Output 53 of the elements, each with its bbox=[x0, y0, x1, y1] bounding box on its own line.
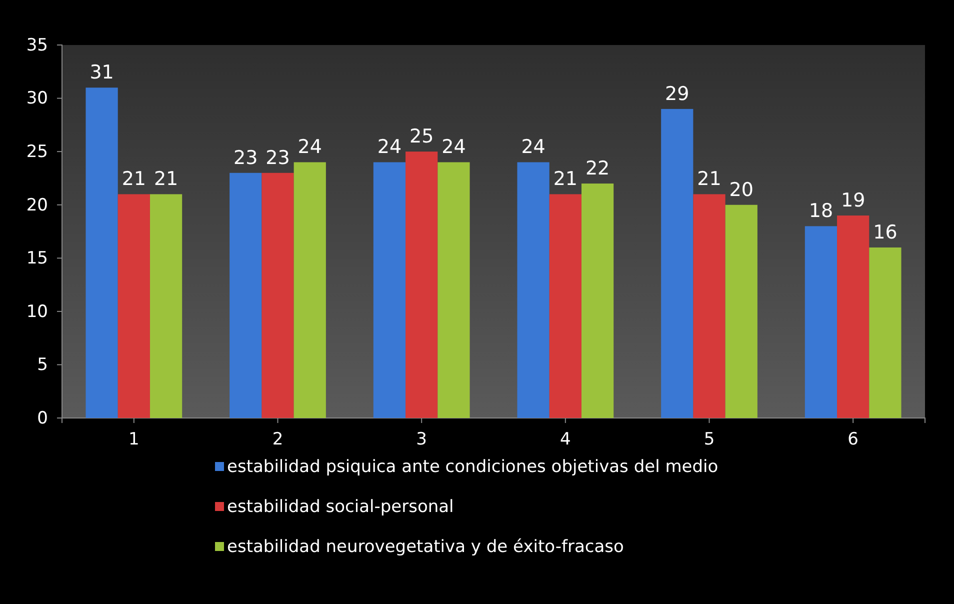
bar bbox=[725, 204, 758, 418]
y-tick-label: 30 bbox=[26, 88, 48, 109]
y-tick-label: 20 bbox=[26, 195, 48, 216]
y-tick-label: 35 bbox=[26, 35, 48, 56]
y-tick-label: 25 bbox=[26, 142, 48, 162]
data-label: 24 bbox=[298, 136, 322, 158]
y-tick-label: 15 bbox=[26, 248, 48, 269]
bar bbox=[581, 184, 614, 418]
bar bbox=[118, 194, 150, 418]
legend-label: estabilidad social-personal bbox=[227, 497, 454, 517]
bar bbox=[693, 194, 726, 418]
y-tick-label: 0 bbox=[37, 408, 48, 428]
data-label: 23 bbox=[234, 146, 258, 169]
data-label: 24 bbox=[377, 136, 402, 158]
data-label: 16 bbox=[873, 221, 898, 244]
x-tick-label: 1 bbox=[128, 430, 140, 450]
bar bbox=[804, 226, 838, 418]
data-label: 22 bbox=[585, 158, 610, 180]
data-label: 29 bbox=[665, 82, 690, 105]
bar bbox=[230, 172, 262, 418]
bar bbox=[438, 162, 470, 418]
y-tick-label: 5 bbox=[37, 355, 48, 376]
data-label: 18 bbox=[808, 200, 834, 222]
bar bbox=[406, 152, 438, 418]
y-tick-label: 10 bbox=[26, 302, 48, 322]
data-label: 20 bbox=[729, 178, 754, 201]
bar bbox=[549, 194, 582, 418]
x-tick-label: 2 bbox=[272, 430, 284, 450]
legend-label: estabilidad neurovegetativa y de éxito-fracaso bbox=[227, 537, 624, 557]
data-label: 21 bbox=[553, 168, 578, 190]
data-label: 21 bbox=[154, 168, 178, 190]
x-tick-label: 5 bbox=[704, 430, 715, 450]
bar bbox=[869, 247, 902, 418]
bar bbox=[86, 88, 118, 418]
data-label: 24 bbox=[442, 136, 466, 158]
data-label: 31 bbox=[90, 62, 114, 84]
bar bbox=[837, 216, 870, 418]
x-tick-label: 4 bbox=[560, 430, 571, 450]
bar bbox=[150, 194, 182, 418]
legend-label: estabilidad psiquica ante condiciones objetivas del medio bbox=[227, 457, 718, 477]
data-label: 19 bbox=[840, 190, 866, 212]
x-tick-label: 3 bbox=[416, 430, 427, 450]
data-label: 21 bbox=[697, 168, 722, 190]
data-label: 25 bbox=[409, 126, 434, 148]
bar bbox=[661, 108, 694, 418]
data-label: 24 bbox=[521, 136, 546, 158]
data-label: 21 bbox=[122, 168, 146, 190]
bar bbox=[262, 172, 294, 418]
x-tick-label: 6 bbox=[848, 430, 858, 450]
bar bbox=[373, 162, 406, 418]
data-label: 23 bbox=[266, 146, 290, 169]
bar bbox=[294, 162, 326, 418]
bar bbox=[517, 162, 550, 418]
